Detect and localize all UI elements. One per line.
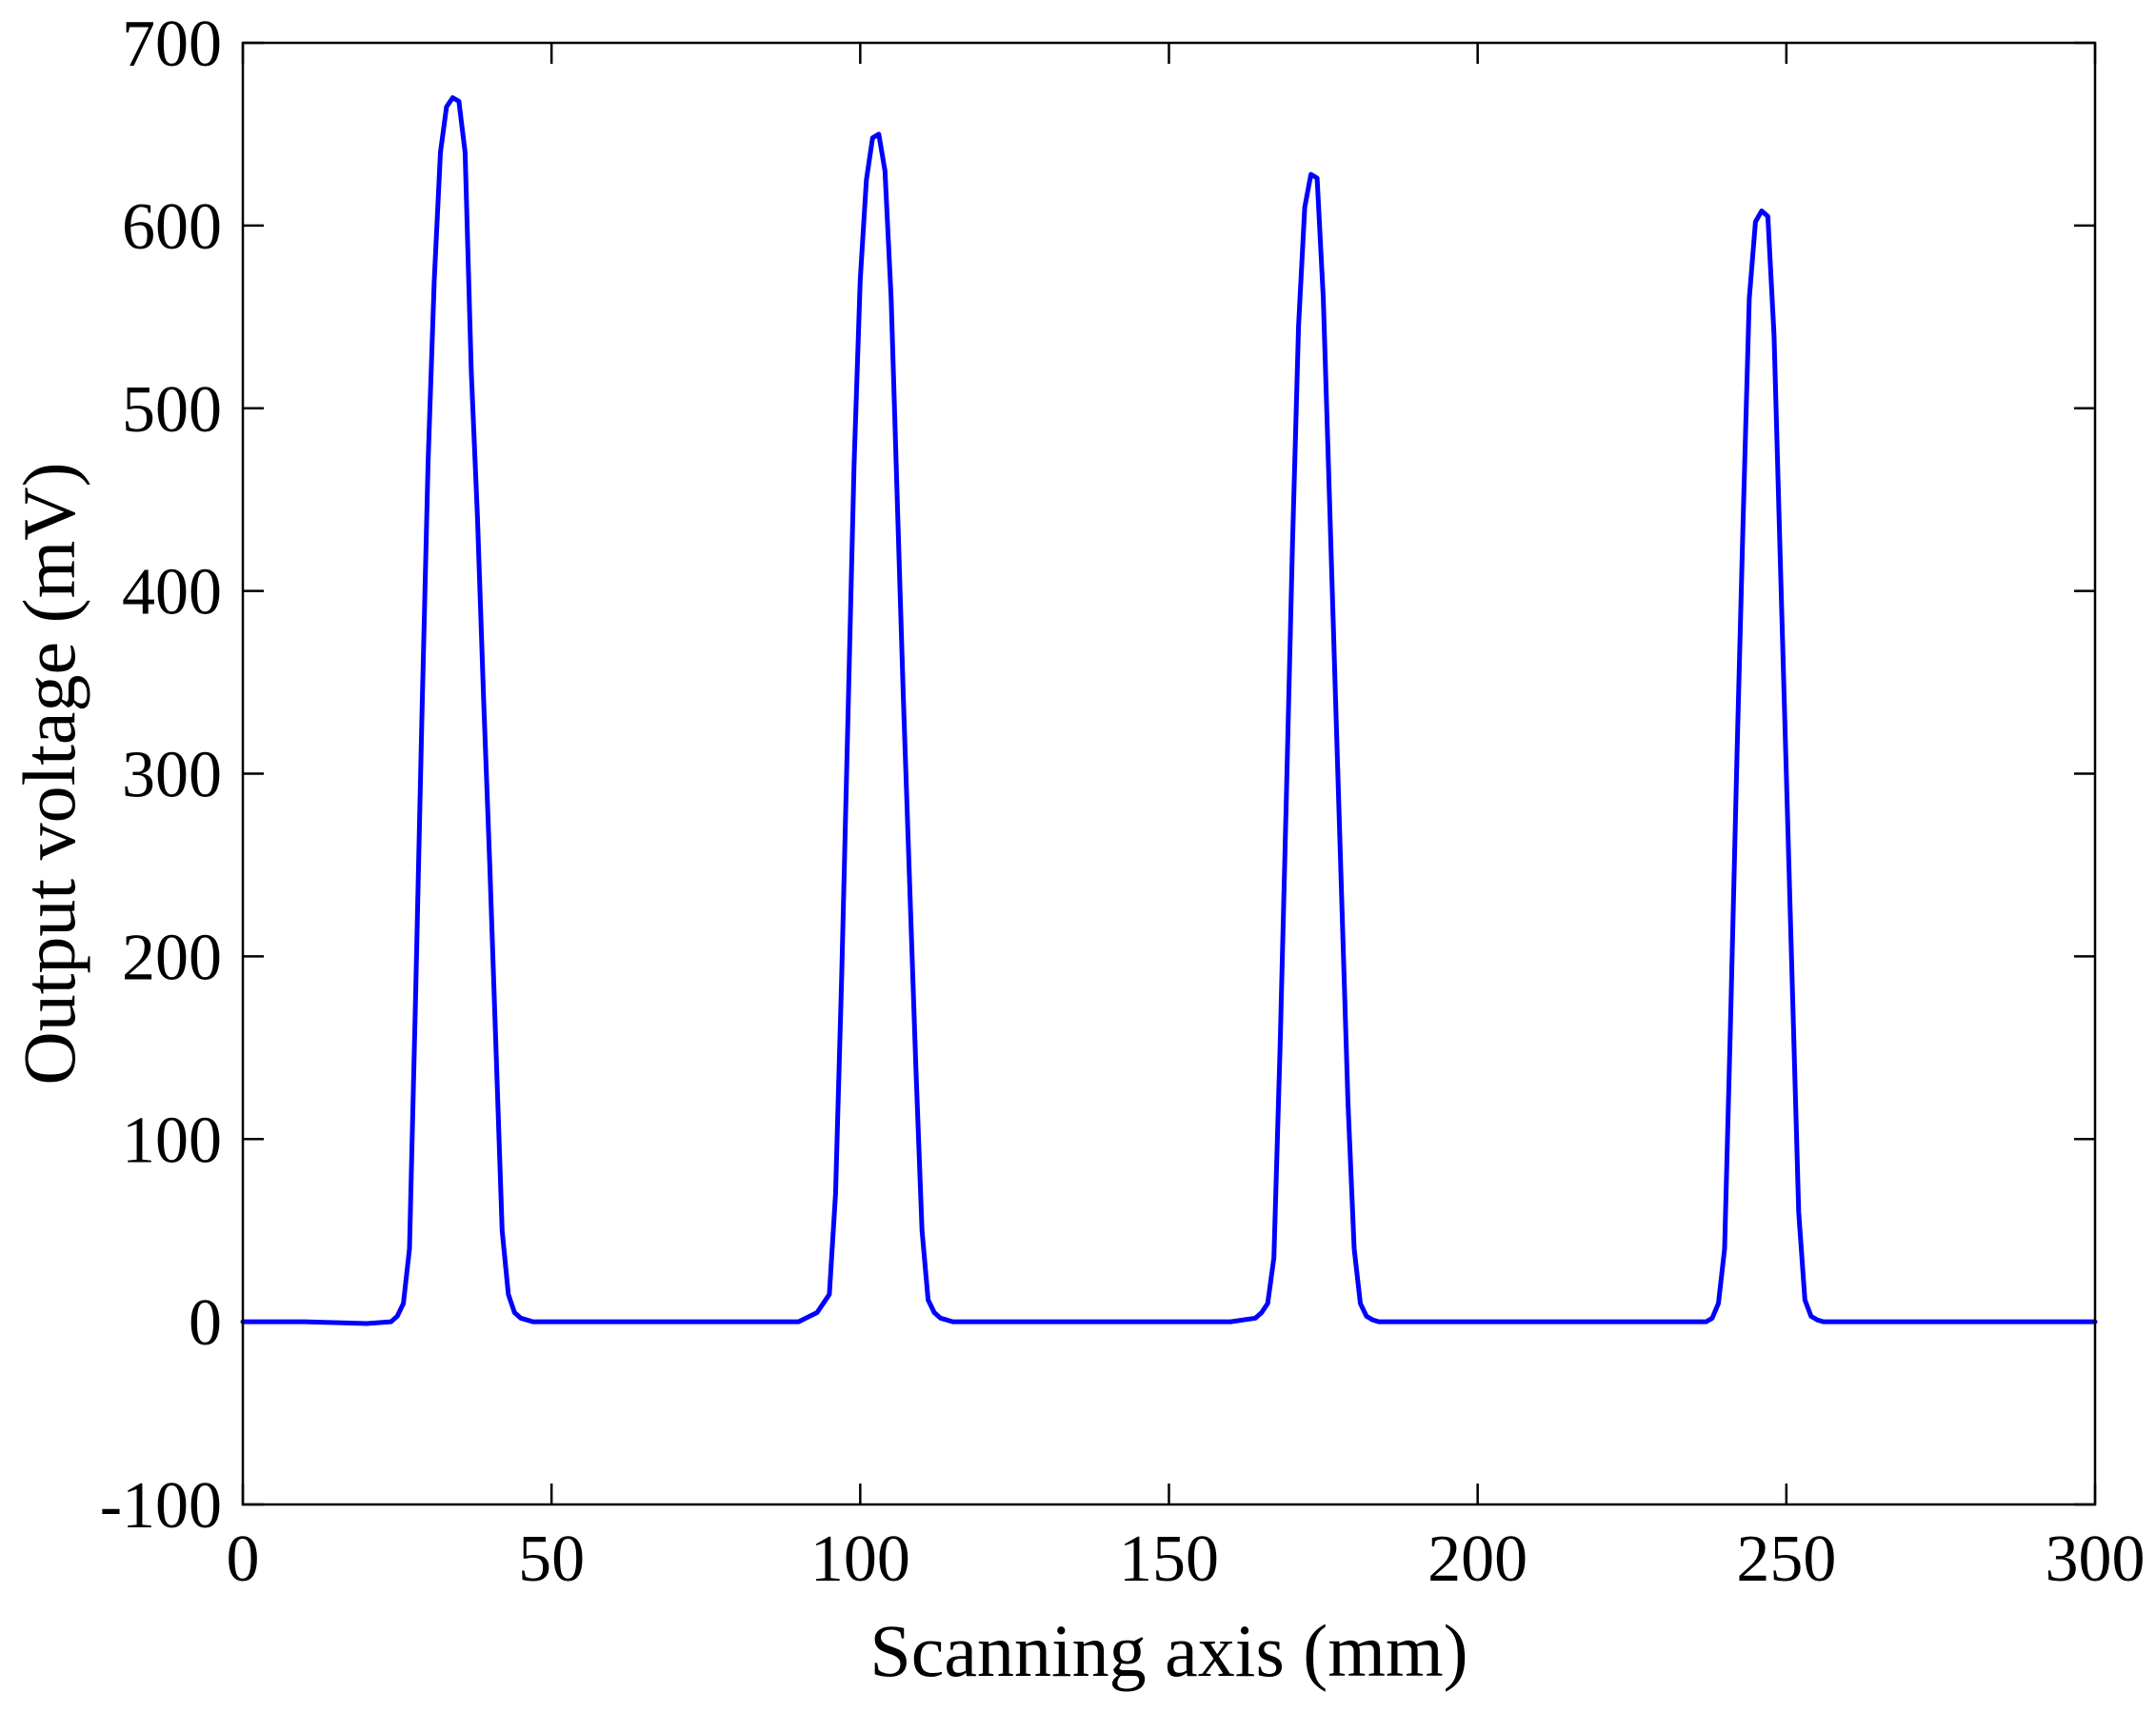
x-tick-label: 150 [1119,1523,1219,1596]
y-tick-label: 0 [189,1286,222,1360]
data-series-line [240,95,2098,1326]
x-tick-label: 300 [2046,1523,2146,1596]
y-tick-label: 600 [122,190,222,264]
x-tick-label: 200 [1427,1523,1527,1596]
y-tick-label: 300 [122,739,222,812]
x-axis-label: Scanning axis (mm) [869,1609,1467,1692]
y-tick-label: 400 [122,556,222,629]
x-tick-label: 0 [227,1523,260,1596]
tick-labels-layer: 0 50 100 150 200 250 300-100010020030040050060… [100,8,2146,1596]
plot-area-frame [241,41,2097,1506]
x-tick-label: 50 [518,1523,585,1596]
x-tick-label: 100 [810,1523,910,1596]
y-tick-label: 500 [122,373,222,447]
x-tick-label: 250 [1736,1523,1836,1596]
y-axis-label: Output voltage (mV) [8,462,90,1085]
y-tick-label: 100 [122,1104,222,1177]
y-tick-label: 200 [122,921,222,994]
y-tick-label: -100 [100,1469,222,1543]
ticks-layer [241,41,2097,1506]
y-tick-label: 700 [122,8,222,81]
